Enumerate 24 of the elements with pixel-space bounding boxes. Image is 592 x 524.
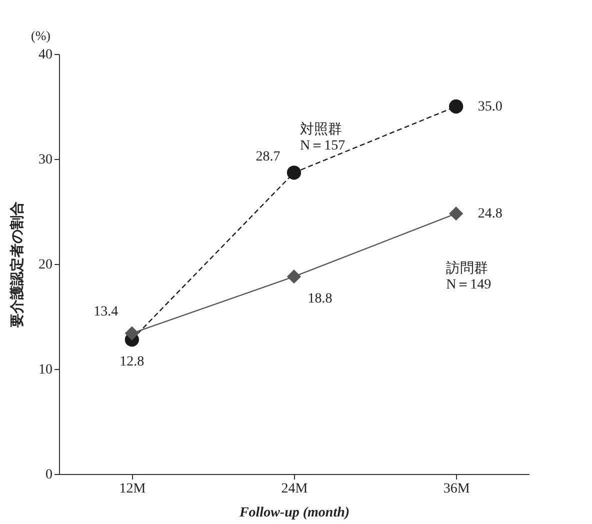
y-tick-label: 10 <box>38 362 52 378</box>
text: 訪問群 N＝149 <box>446 260 492 293</box>
point <box>286 270 302 284</box>
point <box>124 326 139 340</box>
data-label: 12.8 <box>120 354 144 370</box>
data-label: 24.8 <box>478 206 502 222</box>
y-tick-label: 20 <box>38 258 52 272</box>
x-axis-title: Follow-up (month) <box>238 506 350 520</box>
y-axis-title: 要介護認定者の割合 <box>8 202 26 328</box>
y-tick-label: 40 <box>38 48 52 62</box>
data-label: 13.4 <box>94 304 118 320</box>
series-label: 対照群 N＝157 <box>300 122 346 154</box>
point <box>449 206 464 221</box>
x-tick-label: 12M <box>119 482 146 496</box>
point <box>286 166 302 180</box>
data-label: 18.8 <box>308 292 332 307</box>
point <box>449 99 464 114</box>
y-tick-label: 30 <box>38 152 52 168</box>
x-tick-label: 24M <box>281 482 308 496</box>
y-tick-label: 0 <box>46 468 52 482</box>
text: (%) <box>31 28 50 43</box>
data-label: 35.0 <box>478 100 502 114</box>
data-label: 28.7 <box>256 150 280 165</box>
x-tick-label: 36M <box>443 482 470 496</box>
